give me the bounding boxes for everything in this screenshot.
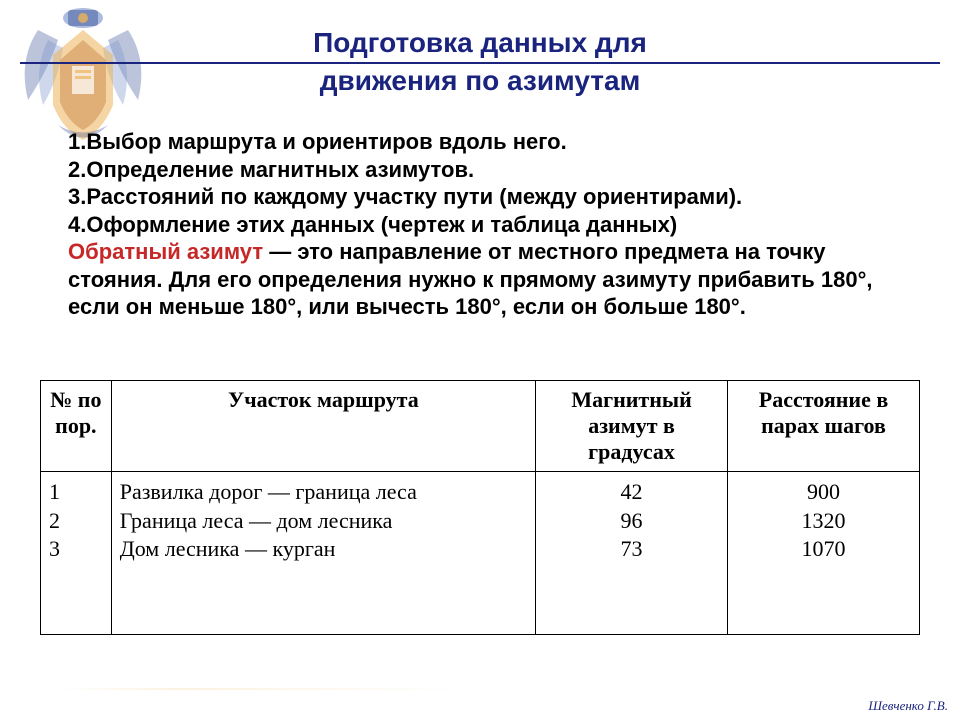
table-row: 1 2 3 Развилка дорог — граница леса Гран… — [41, 472, 920, 635]
definition-term: Обратный азимут — [68, 239, 263, 264]
footer-author: Шевченко Г.В. — [868, 698, 948, 714]
list-item-1: 1.Выбор маршрута и ориентиров вдоль него… — [68, 128, 920, 156]
cell-distance: 900 1320 1070 — [728, 472, 920, 635]
th-azimuth: Магнитный азимут в градусах — [536, 381, 728, 472]
page-title: Подготовка данных для движения по азимут… — [0, 24, 960, 100]
title-line-2: движения по азимутам — [0, 62, 960, 100]
th-distance: Расстояние в парах шагов — [728, 381, 920, 472]
data-table: № по пор. Участок маршрута Магнитный ази… — [40, 380, 920, 635]
table-header-row: № по пор. Участок маршрута Магнитный ази… — [41, 381, 920, 472]
body-text: 1.Выбор маршрута и ориентиров вдоль него… — [68, 128, 920, 321]
cell-segment: Развилка дорог — граница леса Граница ле… — [111, 472, 535, 635]
title-line-1: Подготовка данных для — [0, 24, 960, 62]
th-segment: Участок маршрута — [111, 381, 535, 472]
list-item-2: 2.Определение магнитных азимутов. — [68, 156, 920, 184]
cell-num: 1 2 3 — [41, 472, 112, 635]
list-item-4: 4.Оформление этих данных (чертеж и табли… — [68, 211, 920, 239]
cell-azimuth: 42 96 73 — [536, 472, 728, 635]
definition-paragraph: Обратный азимут — это направление от мес… — [68, 238, 920, 321]
list-item-3: 3.Расстояний по каждому участку пути (ме… — [68, 183, 920, 211]
footer-rule — [60, 688, 460, 690]
th-num: № по пор. — [41, 381, 112, 472]
